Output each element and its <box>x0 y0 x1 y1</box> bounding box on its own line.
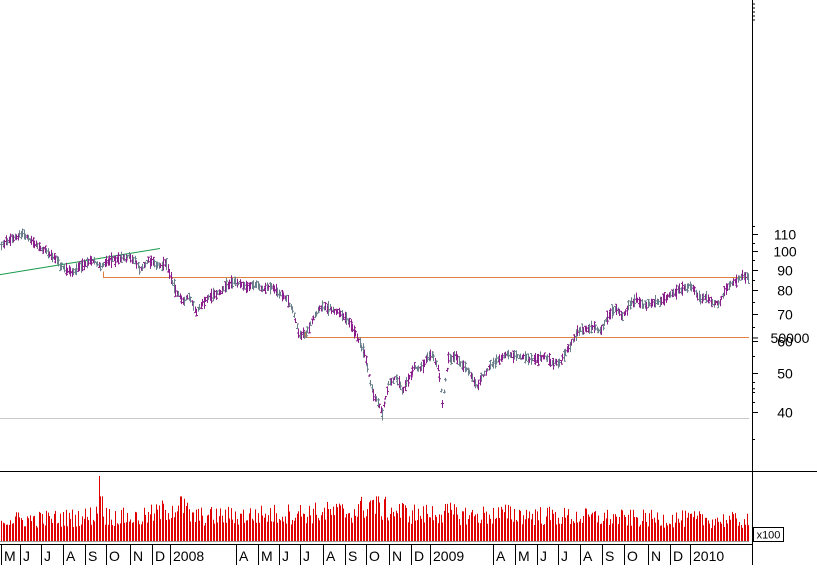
month-label: D <box>155 548 165 564</box>
price-tick-label: 70 <box>777 307 793 323</box>
month-label: O <box>109 548 120 564</box>
month-label: N <box>651 548 661 564</box>
price-bars-layer <box>0 228 750 421</box>
month-label: D <box>414 548 424 564</box>
price-tick-label: 40 <box>777 405 793 421</box>
month-label: O <box>369 548 380 564</box>
price-tick-label: 60 <box>777 334 793 350</box>
month-label: 2008 <box>173 548 204 564</box>
month-label: M <box>261 548 273 564</box>
month-label: J <box>44 548 51 564</box>
month-label: A <box>239 548 249 564</box>
month-label: N <box>392 548 402 564</box>
month-label: J <box>23 548 30 564</box>
month-label: S <box>348 548 357 564</box>
month-label: M <box>4 548 16 564</box>
month-label: A <box>326 548 336 564</box>
month-label: A <box>496 548 506 564</box>
month-label: S <box>605 548 614 564</box>
month-label: A <box>66 548 76 564</box>
price-tick-label: 80 <box>777 283 793 299</box>
month-label: S <box>88 548 97 564</box>
price-tick-label: 90 <box>777 263 793 279</box>
month-label: M <box>518 548 530 564</box>
month-label: 2009 <box>433 548 464 564</box>
month-label: N <box>133 548 143 564</box>
volume-bars-layer <box>0 476 749 542</box>
month-label: 2010 <box>693 548 724 564</box>
volume-unit-box <box>753 527 784 542</box>
month-label: D <box>673 548 683 564</box>
volume-unit-label: x100 <box>757 530 781 542</box>
month-label: J <box>561 548 568 564</box>
month-label: O <box>627 548 638 564</box>
annotation-layer <box>0 247 749 419</box>
month-label: J <box>540 548 547 564</box>
volume-tick-label: 50000 <box>771 330 810 346</box>
month-label: J <box>282 548 289 564</box>
month-label: A <box>583 548 593 564</box>
price-tick-label: 110 <box>774 227 797 243</box>
month-label: J <box>303 548 310 564</box>
price-tick-label: 100 <box>773 244 797 260</box>
price-tick-label: 50 <box>777 366 793 382</box>
